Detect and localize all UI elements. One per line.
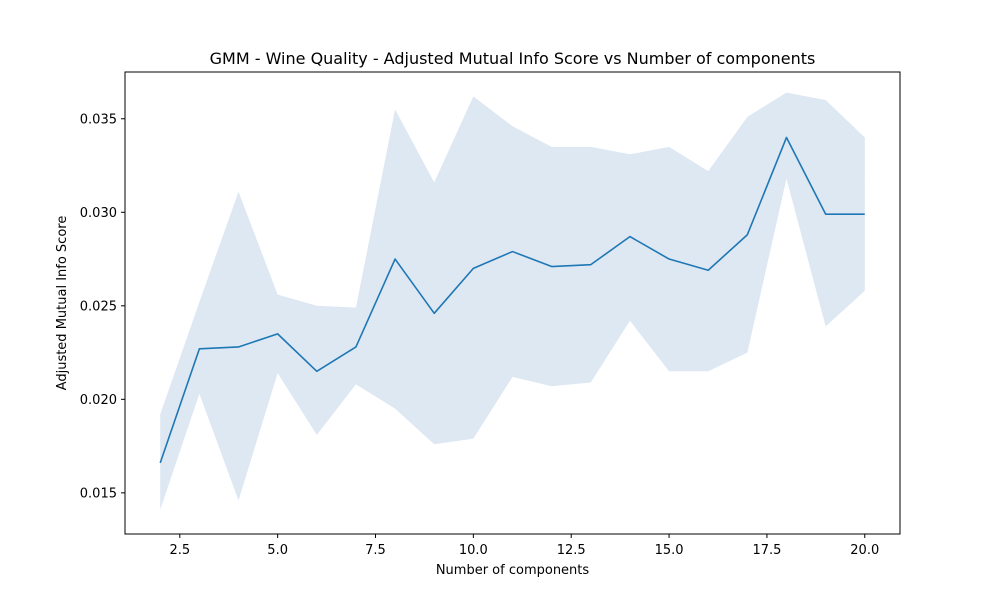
y-tick-label: 0.020 (80, 393, 117, 408)
x-tick-label: 2.5 (169, 543, 190, 558)
y-tick-label: 0.035 (80, 112, 117, 127)
plot-frame (124, 71, 901, 535)
x-axis: 2.5 5.0 7.5 10.0 12.5 15.0 17.5 20.0 (169, 534, 879, 558)
x-tick-label: 20.0 (850, 543, 879, 558)
y-tick-label: 0.030 (80, 206, 117, 221)
confidence-band (160, 92, 865, 510)
y-tick-label: 0.025 (80, 299, 117, 314)
y-axis-label: Adjusted Mutual Info Score (55, 216, 70, 391)
x-tick-label: 5.0 (267, 543, 288, 558)
x-tick-label: 17.5 (752, 543, 781, 558)
x-tick-label: 10.0 (459, 543, 488, 558)
y-axis: 0.015 0.020 0.025 0.030 0.035 (80, 112, 125, 501)
series-line (159, 136, 865, 464)
plot-area (159, 92, 865, 510)
x-axis-label: Number of components (436, 563, 590, 578)
x-tick-label: 12.5 (557, 543, 586, 558)
chart-title: GMM - Wine Quality - Adjusted Mutual Inf… (210, 49, 816, 68)
x-tick-label: 7.5 (365, 543, 386, 558)
y-tick-label: 0.015 (80, 486, 117, 501)
x-tick-label: 15.0 (655, 543, 684, 558)
